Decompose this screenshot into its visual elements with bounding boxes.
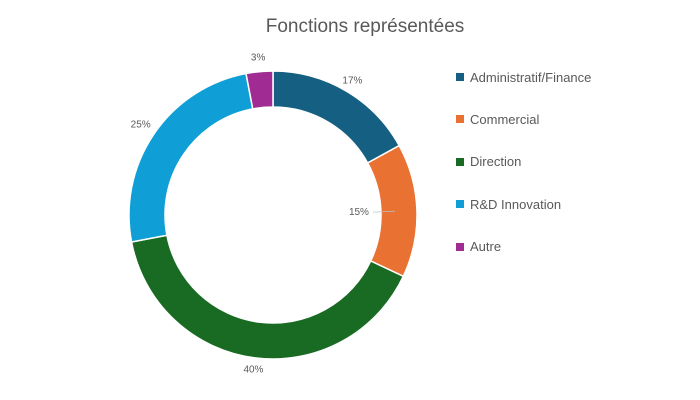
- donut-slice-direction: [130, 234, 405, 360]
- data-labels: 17% 15% 40% 25% 3%: [131, 52, 369, 375]
- legend-label: Autre: [470, 239, 502, 255]
- legend-item: Autre: [456, 238, 591, 256]
- label-leader-line: [372, 210, 395, 213]
- legend-label: Direction: [470, 154, 522, 170]
- chart-title: Fonctions représentées: [265, 16, 465, 37]
- legend-label: R&D Innovation: [470, 196, 562, 212]
- donut-slice-administratif-finance: [272, 70, 401, 164]
- legend-item: Commercial: [456, 110, 591, 128]
- legend-swatch: [456, 157, 464, 166]
- donut-slice-r-d-innovation: [128, 72, 254, 243]
- donut-slice-autre: [245, 70, 274, 110]
- legend-label: Administratif/Finance: [470, 69, 592, 85]
- donut-slices: [128, 70, 418, 360]
- chart-legend: Administratif/Finance Commercial Direction…: [456, 68, 591, 280]
- data-label-administratif-finance: 17%: [342, 75, 362, 86]
- data-label-commercial: 15%: [349, 207, 369, 218]
- legend-swatch: [456, 115, 464, 124]
- data-label-autre: 3%: [251, 52, 266, 63]
- legend-swatch: [456, 73, 464, 81]
- label-leaders: [372, 210, 395, 213]
- legend-label: Commercial: [470, 111, 540, 127]
- legend-item: Direction: [456, 153, 591, 171]
- legend-item: Administratif/Finance: [456, 68, 591, 86]
- legend-swatch: [456, 200, 464, 209]
- data-label-r-d-innovation: 25%: [131, 120, 151, 131]
- legend-swatch: [456, 242, 464, 251]
- data-label-direction: 40%: [243, 364, 263, 375]
- legend-item: R&D Innovation: [456, 195, 591, 213]
